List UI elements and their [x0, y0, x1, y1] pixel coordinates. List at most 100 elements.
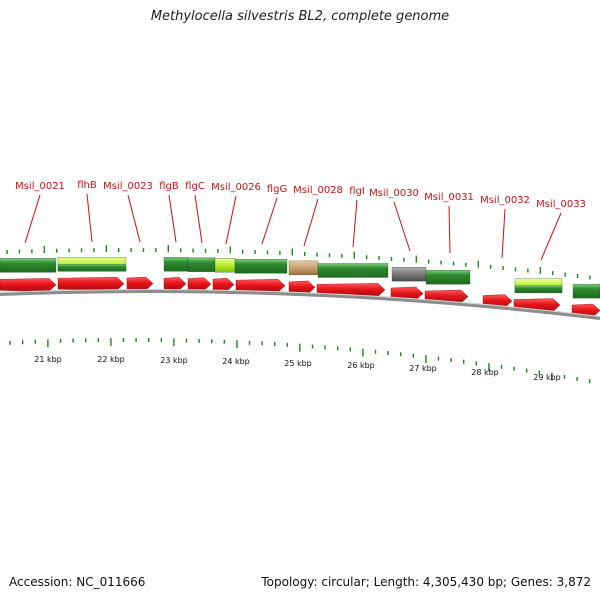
gene-label: flhB: [77, 180, 97, 191]
gene-label: Msil_0033: [536, 199, 586, 210]
scale-tick-mark: [299, 343, 301, 352]
scale-tick-mark: [437, 356, 440, 361]
upper-tick-mark: [56, 248, 58, 253]
gene-arrow: [288, 280, 316, 295]
upper-tick-mark: [415, 255, 417, 263]
scale-tick-mark: [387, 350, 389, 355]
scale-tick-mark: [148, 338, 150, 343]
upper-tick-track: [6, 245, 591, 280]
upper-tick-mark: [304, 251, 306, 256]
label-leader-line: [352, 199, 358, 248]
gene-feature-block: [288, 260, 319, 276]
accession-label: Accession: NC_011666: [9, 575, 146, 589]
scale-label: 21 kbp: [34, 355, 62, 364]
label-leader-line: [448, 205, 451, 254]
gene-feature-block: [572, 283, 600, 299]
upper-tick-mark: [254, 250, 256, 255]
upper-tick-mark: [428, 259, 430, 264]
scale-label-layer: 21 kbp 22 kbp 23 kbp 24 kbp 25 kbp 26 kbp 27 k…: [34, 355, 561, 382]
gene-label: flgC: [185, 181, 205, 192]
scale-tick-mark: [236, 340, 238, 349]
upper-tick-mark: [291, 248, 293, 256]
upper-tick-mark: [341, 253, 343, 258]
upper-tick-mark: [242, 249, 244, 254]
scale-tick-mark: [223, 339, 225, 344]
scale-tick-mark: [261, 341, 263, 346]
upper-tick-mark: [564, 272, 566, 277]
scale-label: 25 kbp: [284, 359, 312, 368]
scale-tick-mark: [34, 339, 36, 344]
gene-arrow: [187, 277, 212, 291]
scale-tick-mark: [211, 339, 213, 344]
upper-tick-mark: [440, 260, 442, 265]
scale-tick-mark: [274, 342, 276, 347]
gene-feature-block: [234, 259, 288, 274]
scale-label: 22 kbp: [97, 355, 125, 364]
upper-tick-mark: [31, 249, 33, 254]
upper-tick-mark: [378, 256, 380, 261]
gene-label: flgG: [267, 184, 287, 195]
gene-label: Msil_0026: [211, 182, 261, 193]
scale-tick-mark: [135, 338, 137, 343]
gene-arrow: [0, 278, 57, 292]
gene-feature-block: [214, 258, 236, 273]
scale-tick-mark: [122, 338, 125, 343]
upper-tick-mark: [477, 260, 479, 268]
label-leader-line: [86, 193, 93, 243]
gene-arrow: [57, 276, 125, 291]
upper-tick-mark: [328, 253, 331, 258]
gene-arrow: [235, 279, 286, 293]
scale-label: 23 kbp: [160, 356, 188, 365]
scale-tick-mark: [59, 338, 62, 343]
scale-tick-mark: [362, 348, 364, 357]
label-leader-line: [168, 194, 177, 243]
upper-tick-mark: [452, 261, 455, 266]
gene-feature-block: [391, 266, 427, 282]
scale-tick-mark: [425, 355, 427, 364]
scale-tick-mark: [563, 374, 566, 379]
scale-tick-mark: [248, 340, 251, 345]
scale-label: 24 kbp: [222, 357, 250, 366]
scale-tick-mark: [47, 339, 49, 348]
upper-tick-mark: [118, 248, 120, 253]
scale-tick-mark: [311, 344, 314, 349]
upper-tick-mark: [316, 252, 318, 257]
scale-tick-mark: [324, 345, 326, 350]
upper-tick-mark: [589, 275, 591, 280]
gene-feature-block: [425, 269, 471, 285]
scale-tick-mark: [589, 379, 591, 384]
scale-tick-mark: [488, 363, 490, 372]
gene-label: flgB: [159, 181, 179, 192]
scale-tick-mark: [400, 352, 402, 357]
upper-tick-mark: [576, 274, 579, 279]
map-title: Methylocella silvestris BL2, complete ge…: [150, 9, 450, 24]
scale-label: 27 kbp: [409, 364, 437, 373]
gene-feature-block: [163, 257, 189, 272]
scale-tick-mark: [97, 338, 99, 343]
scale-label: 28 kbp: [471, 368, 499, 377]
upper-tick-mark: [502, 266, 504, 271]
upper-tick-mark: [279, 250, 281, 255]
upper-tick-mark: [80, 248, 83, 253]
gene-feature-block: [57, 264, 127, 272]
gene-feature-block: [317, 263, 389, 278]
upper-tick-mark: [155, 248, 157, 253]
label-leader-line: [261, 197, 278, 245]
label-leader-line: [540, 212, 562, 261]
gene-feature-block: [514, 285, 563, 293]
upper-tick-mark: [552, 271, 554, 276]
scale-label: 26 kbp: [347, 361, 375, 370]
upper-tick-mark: [539, 266, 541, 274]
scale-tick-mark: [374, 349, 377, 354]
scale-tick-mark: [463, 359, 465, 364]
upper-tick-mark: [390, 256, 393, 261]
scale-tick-mark: [22, 340, 24, 345]
gene-label: flgI: [349, 186, 365, 197]
scale-tick-mark: [110, 338, 112, 347]
gene-arrow: [163, 277, 187, 291]
upper-tick-mark: [68, 248, 70, 253]
label-leader-line: [225, 195, 237, 245]
scale-tick-mark: [72, 338, 74, 343]
upper-tick-mark: [527, 268, 529, 273]
